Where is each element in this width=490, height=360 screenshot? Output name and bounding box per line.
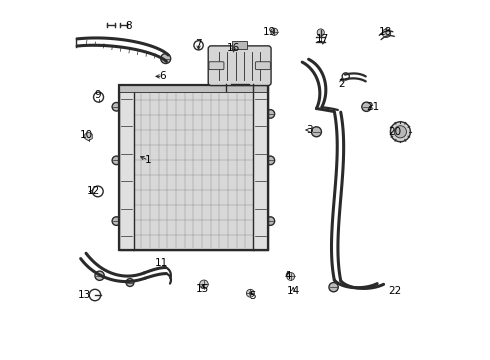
Text: 4: 4	[285, 271, 291, 282]
Text: 15: 15	[196, 284, 209, 294]
Text: 12: 12	[87, 186, 100, 197]
Circle shape	[317, 29, 324, 36]
Text: 22: 22	[389, 287, 402, 296]
Text: 1: 1	[145, 156, 152, 165]
Circle shape	[287, 273, 294, 280]
FancyBboxPatch shape	[209, 62, 224, 69]
Text: 11: 11	[154, 258, 168, 268]
Text: 6: 6	[160, 71, 166, 81]
Circle shape	[112, 103, 121, 111]
Circle shape	[266, 217, 275, 225]
Circle shape	[270, 28, 278, 35]
Circle shape	[161, 54, 171, 64]
Text: 8: 8	[125, 21, 132, 31]
Circle shape	[112, 217, 121, 225]
Circle shape	[312, 127, 321, 137]
Text: 13: 13	[77, 290, 91, 300]
Circle shape	[230, 52, 238, 60]
Text: 17: 17	[316, 34, 329, 44]
Bar	[119, 85, 268, 249]
Bar	[119, 85, 268, 93]
Text: 14: 14	[287, 287, 300, 296]
Text: 16: 16	[227, 43, 240, 53]
Text: 19: 19	[263, 27, 276, 37]
Text: 20: 20	[389, 127, 402, 137]
FancyBboxPatch shape	[208, 46, 271, 86]
Circle shape	[199, 280, 208, 289]
Text: 10: 10	[80, 130, 93, 140]
Bar	[119, 85, 134, 249]
Text: 3: 3	[306, 125, 313, 135]
Text: 18: 18	[378, 27, 392, 37]
Text: 9: 9	[95, 90, 101, 100]
Polygon shape	[85, 132, 92, 141]
FancyBboxPatch shape	[255, 62, 270, 69]
Circle shape	[382, 29, 391, 37]
Circle shape	[266, 156, 275, 165]
Circle shape	[362, 102, 371, 111]
Circle shape	[126, 279, 134, 287]
Circle shape	[391, 122, 411, 142]
Text: 7: 7	[195, 39, 202, 49]
Text: 5: 5	[249, 291, 255, 301]
Circle shape	[394, 126, 407, 138]
Text: 2: 2	[338, 78, 345, 89]
Text: 21: 21	[366, 102, 380, 112]
Circle shape	[95, 271, 104, 280]
Bar	[133, 85, 254, 249]
Circle shape	[266, 110, 275, 118]
Circle shape	[246, 289, 254, 297]
Bar	[232, 41, 247, 49]
Circle shape	[329, 283, 338, 292]
Circle shape	[112, 156, 121, 165]
Bar	[253, 85, 268, 249]
